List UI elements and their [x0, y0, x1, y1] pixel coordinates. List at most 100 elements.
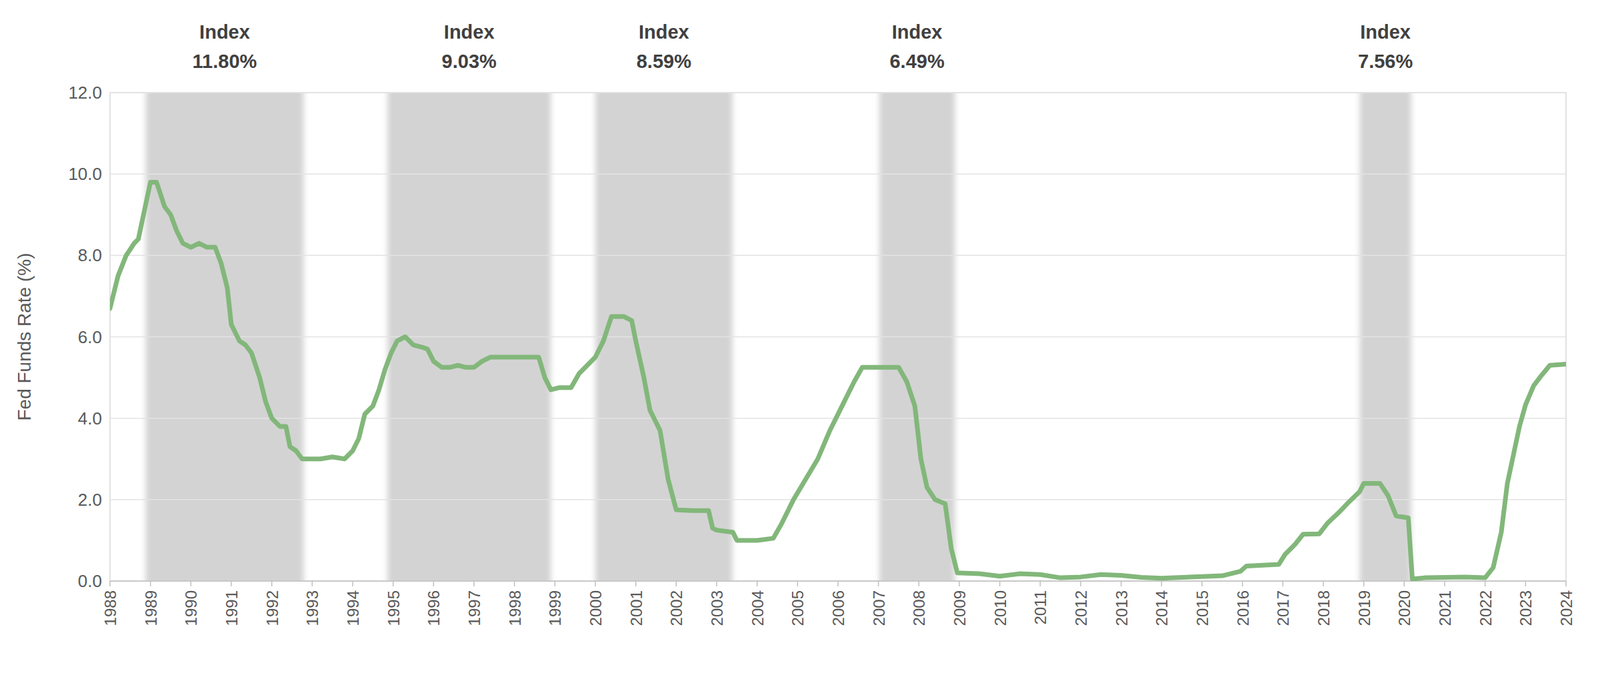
x-tick	[1242, 581, 1244, 587]
x-tick-label: 2000	[586, 590, 605, 626]
x-tick-label: 2006	[829, 590, 848, 626]
x-tick-label: 2008	[910, 590, 928, 626]
x-tick-label: 2012	[1072, 590, 1090, 626]
x-tick	[1484, 581, 1486, 587]
x-tick	[878, 581, 880, 587]
x-tick	[150, 581, 152, 587]
plot-frame	[110, 92, 1566, 582]
y-tick-label: 4.0	[78, 408, 102, 429]
y-tick-label: 8.0	[78, 245, 102, 266]
x-tick-label: 2015	[1193, 590, 1212, 626]
band-value: 8.59%	[636, 50, 692, 72]
x-tick-label: 1997	[465, 590, 484, 626]
x-tick	[473, 581, 475, 587]
grid-line	[110, 92, 1566, 94]
x-tick-label: 2010	[991, 590, 1010, 626]
grid-line	[110, 336, 1566, 338]
grid-line	[110, 255, 1566, 257]
x-tick	[1120, 581, 1122, 587]
x-tick	[1565, 581, 1567, 587]
x-tick-label: 2003	[708, 590, 726, 626]
x-tick	[1161, 581, 1163, 587]
x-tick-label: 1992	[263, 590, 282, 626]
band-value: 7.56%	[1358, 50, 1413, 72]
x-tick	[312, 581, 314, 587]
x-tick	[1363, 581, 1365, 587]
x-tick-label: 2020	[1395, 590, 1414, 626]
grid-line	[110, 580, 1566, 582]
x-tick	[230, 581, 232, 587]
x-tick	[716, 581, 718, 587]
y-axis-title: Fed Funds Rate (%)	[14, 252, 35, 421]
y-tick-label: 0.0	[78, 571, 102, 592]
x-tick-label: 1999	[546, 590, 564, 626]
x-tick	[1525, 581, 1527, 587]
x-tick-label: 2002	[667, 590, 686, 626]
x-tick-label: 2001	[627, 590, 646, 626]
x-tick-label: 1991	[222, 590, 241, 626]
x-tick	[1040, 581, 1042, 587]
x-tick	[1201, 581, 1203, 587]
series	[110, 182, 1566, 580]
band-title: Index	[638, 21, 690, 43]
x-tick	[271, 581, 273, 587]
x-tick	[958, 581, 960, 587]
x-tick	[554, 581, 556, 587]
x-tick-label: 2023	[1516, 590, 1535, 626]
band-value: 6.49%	[889, 50, 944, 72]
band-title: Index	[892, 21, 943, 43]
x-tick-label: 2014	[1152, 590, 1171, 626]
x-tick	[1080, 581, 1082, 587]
band-title: Index	[1360, 21, 1411, 43]
x-tick	[756, 581, 758, 587]
x-tick-label: 1994	[344, 590, 362, 626]
x-tick-label: 1989	[142, 590, 160, 626]
x-tick	[190, 581, 192, 587]
x-tick	[797, 581, 799, 587]
y-tick-label: 12.0	[68, 82, 102, 103]
grid-line	[110, 173, 1566, 175]
x-tick-label: 2017	[1274, 590, 1292, 626]
x-tick	[1444, 581, 1446, 587]
x-tick-label: 2013	[1112, 590, 1131, 626]
y-tick-label: 6.0	[78, 327, 102, 348]
band-title: Index	[444, 21, 495, 43]
band-value: 9.03%	[442, 50, 497, 72]
x-tick-label: 2011	[1031, 590, 1050, 626]
x-tick	[1322, 581, 1324, 587]
x-tick-label: 2024	[1557, 590, 1576, 626]
x-tick-label: 1990	[182, 590, 200, 626]
band-value: 11.80%	[192, 50, 258, 72]
x-tick-label: 2004	[748, 590, 767, 626]
x-tick	[1404, 581, 1406, 587]
x-tick-label: 1995	[384, 590, 403, 626]
x-tick	[433, 581, 435, 587]
x-tick	[635, 581, 637, 587]
y-tick-label: 2.0	[78, 490, 102, 510]
x-tick-label: 2009	[950, 590, 969, 626]
x-tick	[109, 581, 111, 587]
x-tick-label: 2005	[788, 590, 807, 626]
x-tick-label: 1998	[506, 590, 524, 626]
x-tick	[514, 581, 516, 587]
x-tick-label: 2018	[1314, 590, 1333, 626]
x-tick	[999, 581, 1001, 587]
x-tick-label: 2016	[1234, 590, 1252, 626]
x-tick	[676, 581, 678, 587]
x-tick-label: 2021	[1436, 590, 1454, 626]
grid-line	[110, 499, 1566, 501]
x-axis	[110, 580, 1566, 582]
x-tick	[352, 581, 354, 587]
band-title: Index	[199, 21, 250, 43]
x-tick-label: 2022	[1476, 590, 1495, 626]
x-tick	[918, 581, 920, 587]
chart: Index 11.80% Index 9.03% Index 8.59% Index 6.49…	[0, 0, 1600, 673]
x-tick	[392, 581, 394, 587]
x-tick-label: 2019	[1355, 590, 1374, 626]
x-tick-label: 1988	[101, 590, 120, 626]
x-tick-label: 2007	[870, 590, 888, 626]
x-tick	[837, 581, 839, 587]
y-tick-label: 10.0	[68, 164, 102, 184]
x-tick-label: 1996	[424, 590, 443, 626]
x-tick	[1282, 581, 1284, 587]
